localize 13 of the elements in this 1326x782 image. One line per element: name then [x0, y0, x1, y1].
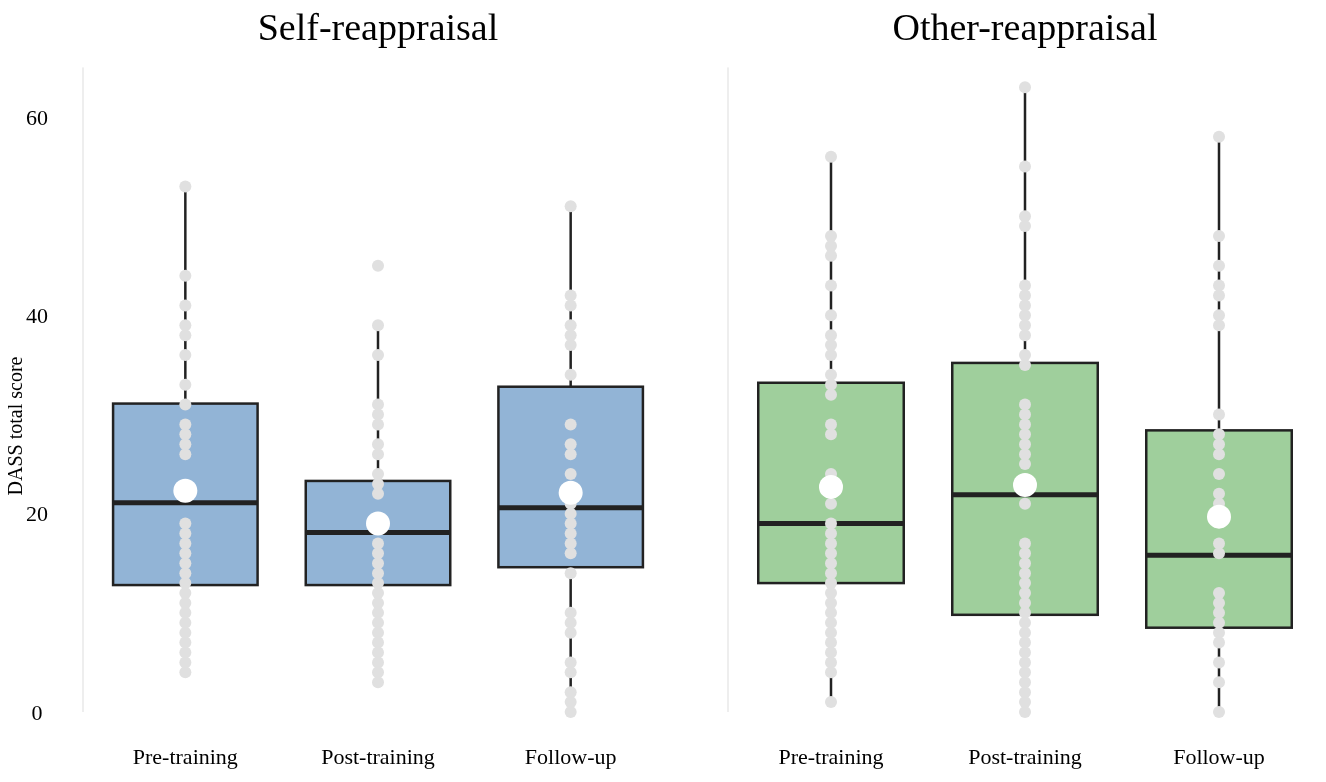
- x-tick-label: Pre-training: [778, 744, 884, 769]
- x-tick-label: Follow-up: [1173, 744, 1265, 769]
- x-tick-label: Pre-training: [132, 744, 238, 769]
- x-tick-label: Post-training: [968, 744, 1082, 769]
- chart-title: Other-reappraisal: [892, 6, 1158, 48]
- y-tick-label: 60: [26, 104, 48, 130]
- y-tick-label: 0: [31, 699, 43, 725]
- y-tick-label: 20: [26, 501, 48, 527]
- x-tick-label: Follow-up: [524, 744, 617, 769]
- y-tick-label: 40: [26, 303, 48, 329]
- chart-title: Self-reappraisal: [257, 6, 499, 48]
- x-tick-label: Post-training: [321, 744, 435, 769]
- y-axis-title: DASS total score: [4, 356, 26, 496]
